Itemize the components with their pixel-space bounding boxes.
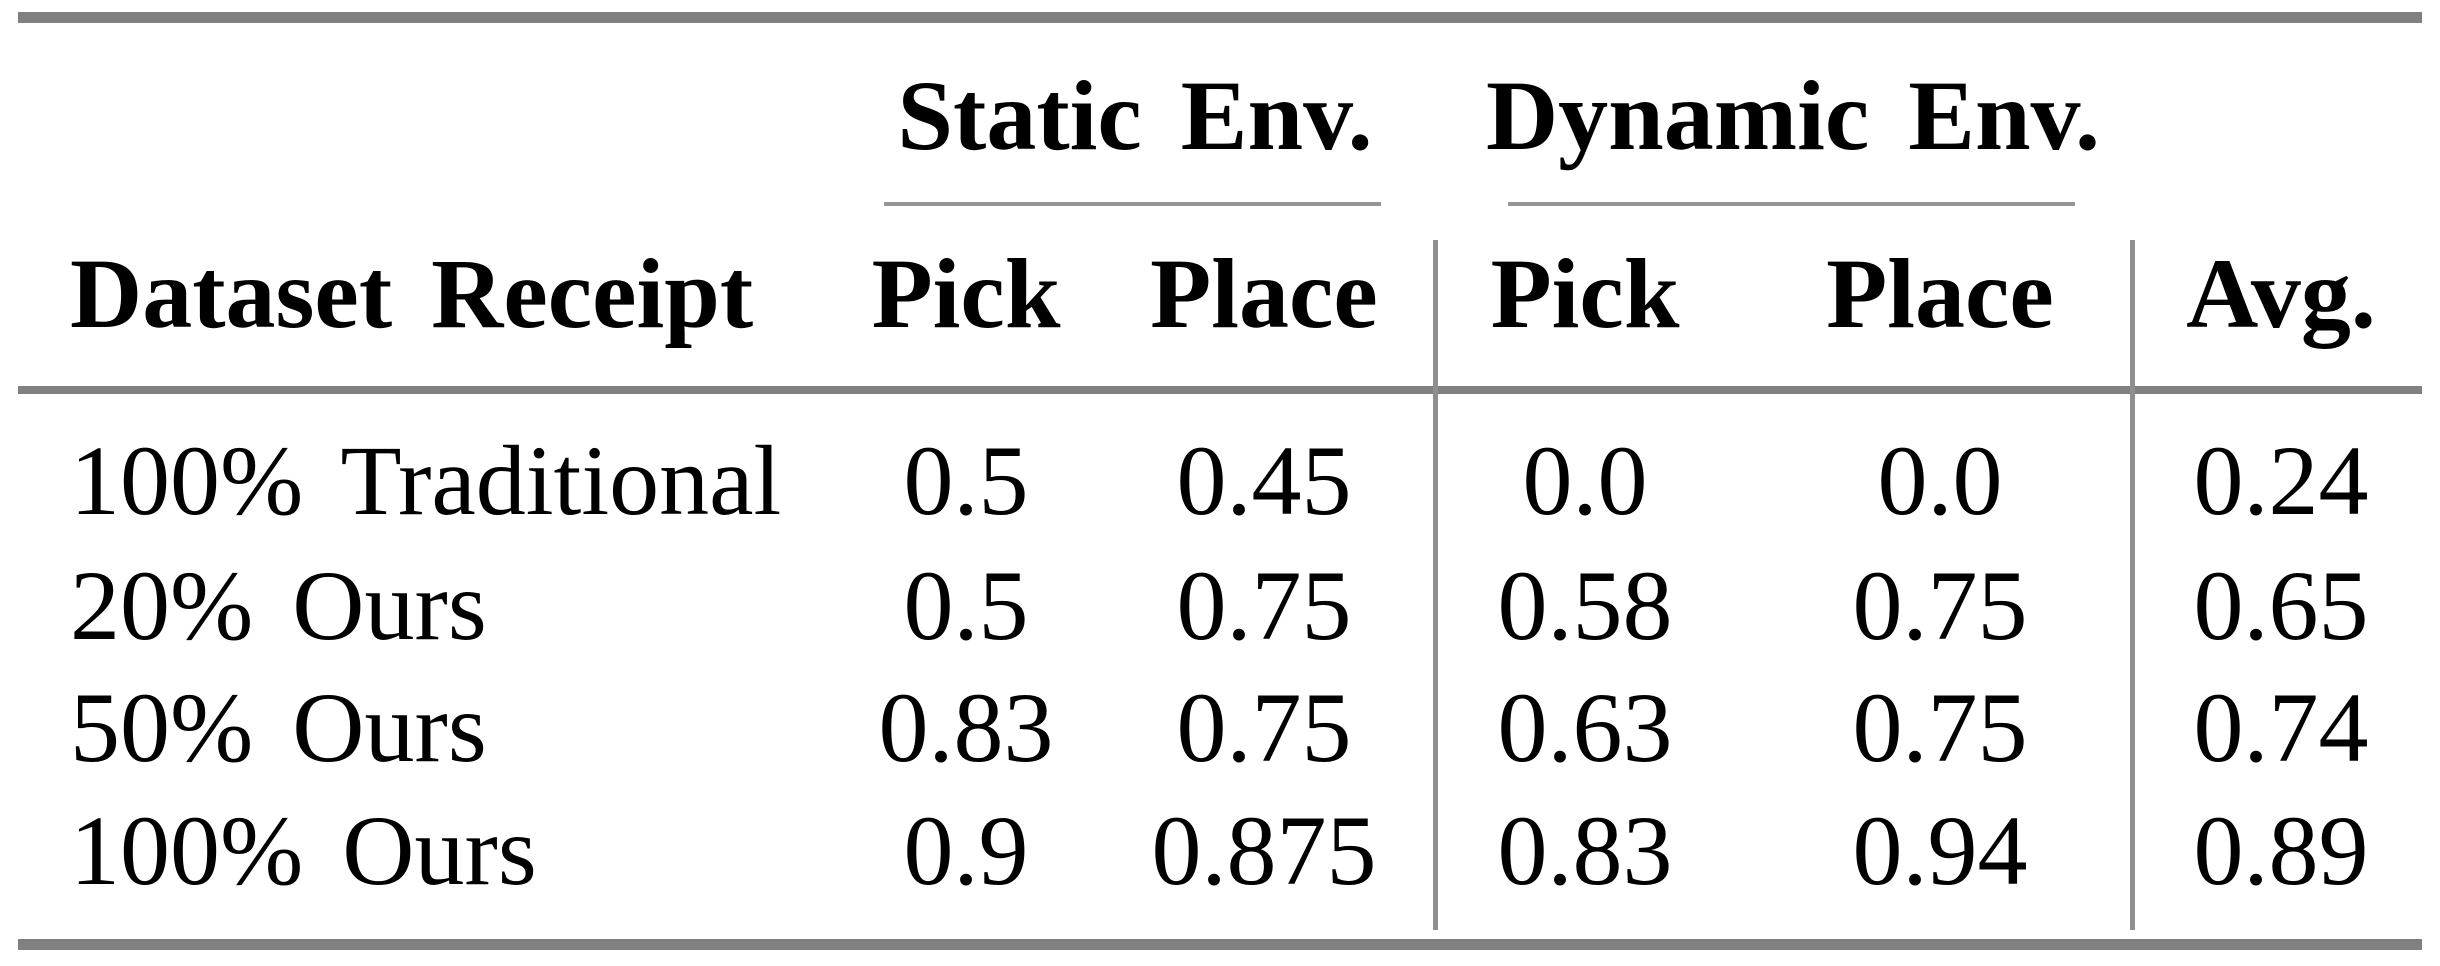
row-label: 20% Ours <box>70 550 487 661</box>
cell-value: 0.45 <box>1176 425 1352 536</box>
cell-value: 0.74 <box>2193 672 2369 783</box>
cell-value: 0.5 <box>903 425 1029 536</box>
cell-value: 0.83 <box>878 672 1054 783</box>
table-bottom-rule <box>18 939 2422 950</box>
row-label: 50% Ours <box>70 672 487 783</box>
cell-value: 0.83 <box>1497 795 1673 906</box>
table-header-rule <box>18 386 2422 394</box>
cell-value: 0.5 <box>903 550 1029 661</box>
col-header-static-pick: Pick <box>871 238 1061 349</box>
cell-value: 0.24 <box>2193 425 2369 536</box>
col-header-dynamic-place: Place <box>1826 238 2054 349</box>
cell-value: 0.65 <box>2193 550 2369 661</box>
cell-value: 0.58 <box>1497 550 1673 661</box>
col-header-dynamic-pick: Pick <box>1490 238 1680 349</box>
cell-value: 0.9 <box>903 795 1029 906</box>
row-label: 100% Traditional <box>70 425 782 536</box>
group-header-dynamic-env: Dynamic Env. <box>1485 60 2101 171</box>
cell-value: 0.0 <box>1877 425 2003 536</box>
static-env-underline <box>884 202 1381 206</box>
cell-value: 0.875 <box>1151 795 1377 906</box>
cell-value: 0.94 <box>1852 795 2028 906</box>
table-top-rule <box>18 12 2422 23</box>
column-divider-avg <box>2130 240 2135 930</box>
col-header-dataset-receipt: Dataset Receipt <box>70 238 754 349</box>
cell-value: 0.63 <box>1497 672 1673 783</box>
column-divider-static-dynamic <box>1433 240 1438 930</box>
cell-value: 0.0 <box>1522 425 1648 536</box>
col-header-avg: Avg. <box>2186 238 2376 349</box>
cell-value: 0.75 <box>1852 550 2028 661</box>
cell-value: 0.89 <box>2193 795 2369 906</box>
group-header-static-env: Static Env. <box>897 60 1373 171</box>
row-label: 100% Ours <box>70 795 537 906</box>
dynamic-env-underline <box>1508 202 2075 206</box>
cell-value: 0.75 <box>1176 672 1352 783</box>
col-header-static-place: Place <box>1150 238 1378 349</box>
cell-value: 0.75 <box>1176 550 1352 661</box>
cell-value: 0.75 <box>1852 672 2028 783</box>
